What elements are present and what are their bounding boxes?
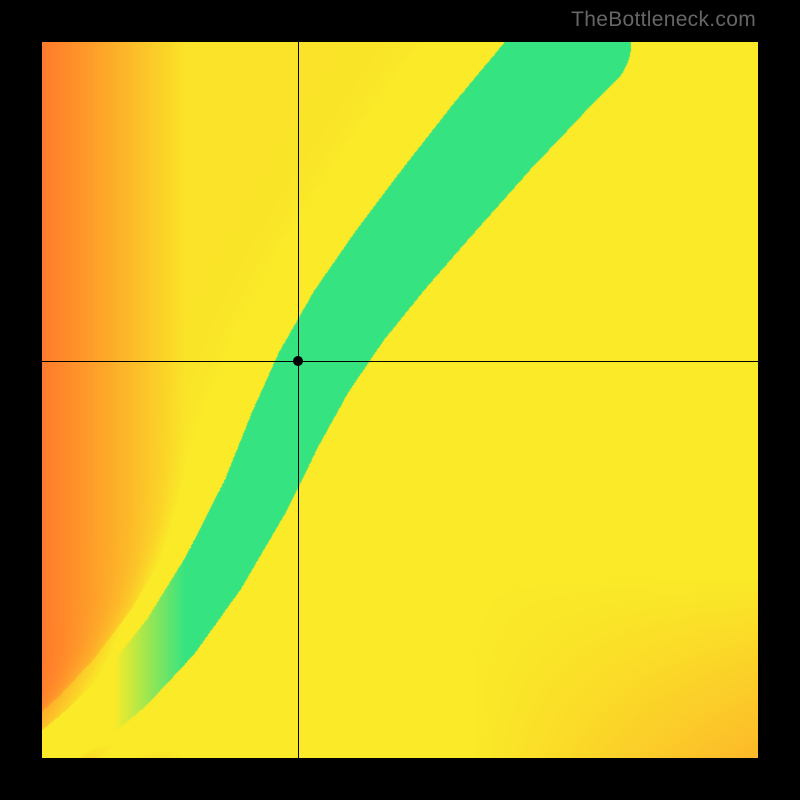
crosshair-marker — [293, 356, 303, 366]
crosshair-horizontal — [42, 361, 758, 362]
heatmap-canvas — [42, 42, 758, 758]
heatmap-plot — [42, 42, 758, 758]
crosshair-vertical — [298, 42, 299, 758]
attribution-text: TheBottleneck.com — [571, 8, 756, 32]
